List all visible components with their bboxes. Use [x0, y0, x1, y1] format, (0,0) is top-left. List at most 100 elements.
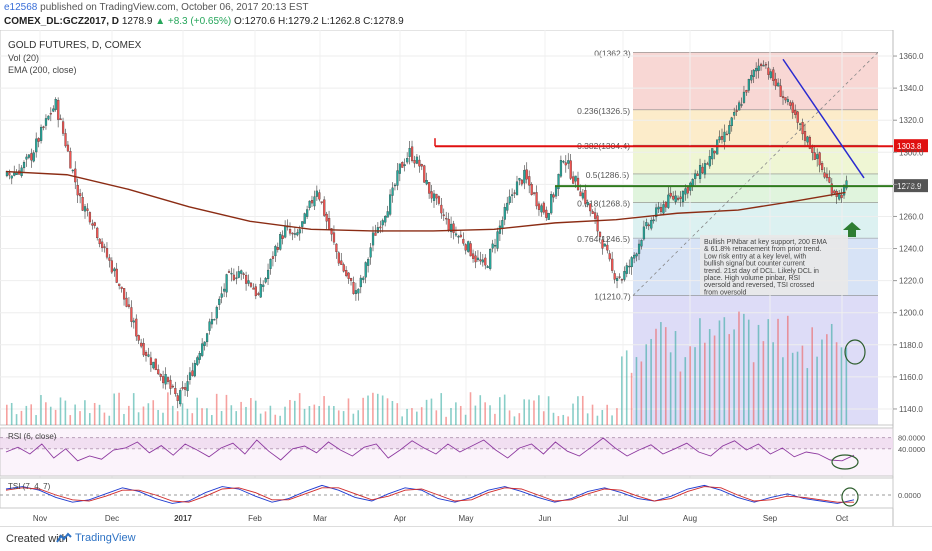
candle-body	[144, 351, 148, 356]
volume-bar	[523, 399, 526, 425]
candle-body	[171, 385, 175, 388]
publish-text: published on TradingView.com, October 06…	[40, 2, 309, 13]
rsi-tick-label: 40.0000	[898, 445, 925, 454]
volume-bar	[401, 416, 403, 425]
candle-body	[86, 208, 89, 211]
fib-zone	[633, 173, 878, 203]
candle-body	[459, 234, 462, 238]
volume-bar	[181, 403, 184, 425]
volume-bar	[635, 357, 638, 425]
volume-bar	[669, 352, 672, 425]
candle-body	[325, 213, 328, 222]
volume-bar	[264, 411, 267, 425]
volume-highlight-circle	[844, 339, 866, 365]
volume-bar	[616, 408, 618, 425]
candle-body	[252, 287, 255, 290]
candle-body	[442, 214, 445, 216]
volume-bar	[142, 406, 145, 425]
volume-bar	[132, 393, 135, 425]
candle-body	[493, 245, 497, 247]
candle-body	[620, 279, 624, 281]
candle-body	[120, 286, 123, 289]
volume-bar	[357, 410, 360, 425]
candle-body	[293, 233, 297, 235]
rsi-tick-label: 80.0000	[898, 434, 925, 443]
candle-body	[779, 85, 782, 97]
rsi-highlight-circle	[831, 454, 859, 470]
price-tick-label: 1240.0	[899, 245, 924, 254]
candle-body	[291, 232, 294, 235]
time-tick-label: Jun	[539, 514, 552, 523]
high-value: H:1279.2	[277, 16, 319, 27]
volume-bar	[528, 399, 530, 425]
candle-body	[247, 280, 250, 284]
volume-bar	[298, 393, 301, 425]
candle-body	[811, 147, 814, 153]
candle-body	[445, 217, 448, 220]
candle-body	[103, 246, 106, 248]
volume-bar	[376, 393, 379, 425]
candle-body	[198, 353, 201, 360]
volume-bar	[459, 405, 462, 425]
candle-body	[249, 282, 253, 287]
volume-bar	[362, 397, 364, 425]
candle-body	[677, 197, 680, 200]
volume-bar	[718, 320, 721, 425]
time-tick-label: Sep	[763, 514, 778, 523]
candle-body	[137, 335, 140, 341]
candle-body	[564, 162, 567, 166]
candle-body	[698, 165, 702, 179]
legend: GOLD FUTURES, D, COMEX Vol (20) EMA (200…	[8, 40, 142, 75]
annotation-text: & 61.8% retracement from prior trend.	[704, 246, 822, 253]
volume-bar	[538, 395, 540, 425]
tradingview-brand[interactable]: TradingView	[75, 532, 136, 544]
candle-body	[49, 113, 52, 115]
candle-body	[393, 184, 397, 187]
volume-bar	[503, 394, 506, 425]
candle-body	[686, 187, 689, 194]
candle-body	[347, 272, 350, 279]
time-tick-label: May	[458, 514, 473, 523]
candle-body	[225, 274, 228, 293]
candle-body	[515, 181, 519, 196]
price-tick-label: 1340.0	[899, 84, 924, 93]
volume-bar	[30, 404, 33, 425]
candle-body	[181, 387, 184, 389]
candle-body	[525, 169, 528, 180]
candle-body	[767, 67, 770, 75]
candle-body	[281, 235, 284, 239]
symbol-line: COMEX_DL:GCZ2017, D 1278.9 ▲ +8.3 (+0.65…	[4, 16, 404, 27]
candle-body	[572, 176, 575, 184]
author-link[interactable]: e12568	[4, 2, 38, 13]
candle-body	[74, 168, 77, 183]
candle-body	[122, 288, 126, 300]
candle-body	[467, 241, 470, 252]
price-axis: 1360.0 1340.0 1320.0 1300.0 1280.0 1260.0 1240…	[893, 52, 924, 414]
time-tick-label: Jul	[618, 514, 628, 523]
candle-body	[81, 197, 84, 211]
candle-body	[652, 219, 655, 222]
candle-body	[808, 136, 812, 149]
candle-body	[25, 156, 28, 160]
candle-body	[681, 191, 685, 203]
candle-body	[152, 361, 155, 369]
candle-body	[179, 390, 182, 405]
volume-bar	[704, 342, 706, 425]
chart-canvas[interactable]: 0(1362.3)0.236(1326.5)0.382(1304.4)0.5(1…	[0, 30, 932, 526]
publish-line: e12568 published on TradingView.com, Oct…	[4, 2, 308, 13]
candle-body	[391, 187, 394, 196]
candle-body	[684, 188, 687, 195]
candle-body	[840, 194, 843, 198]
volume-bar	[772, 342, 774, 425]
volume-bar	[689, 346, 691, 425]
candle-body	[93, 222, 96, 226]
volume-bar	[250, 398, 252, 425]
candle-body	[730, 117, 733, 127]
volume-bar	[240, 401, 242, 425]
candle-body	[91, 223, 94, 226]
candle-body	[474, 255, 477, 263]
volume-bar	[40, 395, 42, 425]
volume-bar	[45, 402, 47, 425]
tsi-title: TSI (7, 4, 7)	[8, 482, 51, 491]
candle-body	[13, 172, 16, 176]
